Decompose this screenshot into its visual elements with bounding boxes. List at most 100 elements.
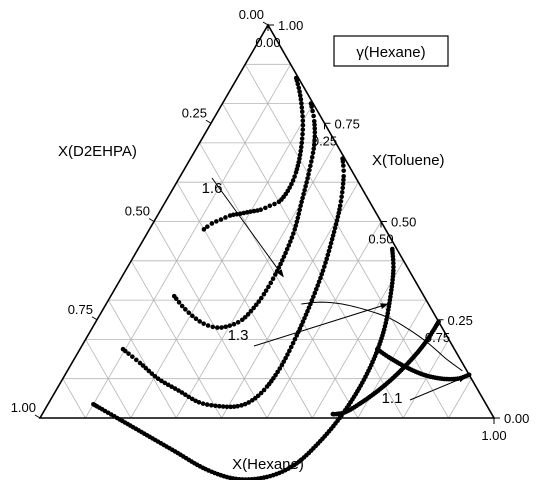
data-point <box>320 268 326 273</box>
series-markers <box>91 75 472 480</box>
data-point <box>339 189 345 195</box>
data-point <box>223 324 228 330</box>
data-point <box>296 159 301 165</box>
data-point <box>255 393 261 399</box>
data-point <box>319 271 325 277</box>
data-point <box>231 321 237 327</box>
data-point <box>297 326 303 331</box>
data-point <box>299 136 305 141</box>
data-point <box>306 305 312 310</box>
data-point <box>312 126 318 131</box>
data-point <box>299 140 305 146</box>
data-point <box>305 308 310 314</box>
data-point <box>288 239 293 244</box>
data-point <box>374 346 380 352</box>
data-point <box>242 401 248 407</box>
data-point <box>239 403 244 408</box>
data-point <box>297 207 303 213</box>
data-point <box>176 388 181 393</box>
data-point <box>330 233 336 238</box>
data-point <box>209 403 214 408</box>
data-point <box>189 396 195 402</box>
data-point <box>306 172 311 177</box>
data-point <box>172 386 178 391</box>
data-point <box>292 337 298 342</box>
data-point <box>312 290 318 296</box>
data-point <box>281 254 287 259</box>
data-point <box>149 371 155 376</box>
data-point <box>268 280 274 286</box>
data-point <box>289 235 295 240</box>
data-point <box>186 310 192 315</box>
grid-lines <box>62 63 472 419</box>
data-point <box>152 373 158 379</box>
data-point <box>341 168 346 173</box>
data-point <box>193 316 199 322</box>
tick-mark-d2ehpa <box>91 316 98 321</box>
annotation-arrow <box>211 177 284 278</box>
data-point <box>204 402 210 407</box>
legend-box: γ(Hexane) <box>333 35 449 67</box>
data-point <box>301 191 306 197</box>
data-point <box>311 294 316 300</box>
data-point <box>173 296 179 302</box>
data-point <box>339 194 344 200</box>
data-point <box>311 146 317 152</box>
data-point <box>155 376 161 382</box>
grid-line <box>85 339 132 419</box>
tick-label-toluene: 1.00 <box>278 18 303 33</box>
data-point <box>299 101 304 106</box>
data-point <box>389 246 395 252</box>
tick-label-d2ehpa: 0.25 <box>182 105 207 120</box>
data-point <box>293 223 299 228</box>
data-point <box>310 150 316 156</box>
data-point <box>298 97 304 102</box>
data-point <box>295 215 301 221</box>
tick-label-hexane: 0.25 <box>312 133 337 148</box>
grid-line <box>85 64 291 419</box>
data-point <box>217 403 222 409</box>
data-point <box>298 144 304 150</box>
data-point <box>183 392 188 398</box>
data-point <box>299 109 305 115</box>
data-point <box>279 258 285 263</box>
data-point <box>235 320 241 325</box>
data-point <box>201 321 206 326</box>
data-point <box>296 211 302 217</box>
data-point <box>205 224 210 229</box>
data-point <box>336 210 342 216</box>
data-point <box>267 203 273 209</box>
tick-label-toluene: 0.75 <box>335 116 360 131</box>
data-point <box>251 208 257 214</box>
data-point <box>303 312 309 318</box>
data-point <box>270 276 276 282</box>
data-point <box>308 301 313 307</box>
data-point <box>297 152 303 158</box>
data-point <box>298 148 304 154</box>
data-point <box>258 207 264 213</box>
data-point <box>300 195 305 201</box>
data-point <box>183 307 188 312</box>
data-point <box>218 217 224 222</box>
tick-label-hexane: 0.00 <box>255 35 280 50</box>
data-point <box>235 403 240 409</box>
tick-label-hexane: 1.00 <box>481 428 506 443</box>
data-point <box>316 279 322 284</box>
axis-title-hexane: X(Hexane) <box>232 456 304 473</box>
data-point <box>231 404 237 409</box>
data-point <box>312 134 318 139</box>
data-point <box>333 221 339 227</box>
data-point <box>190 313 195 319</box>
data-point <box>258 295 264 301</box>
data-point <box>200 401 206 406</box>
data-point <box>331 229 337 235</box>
data-point <box>159 378 164 384</box>
data-point <box>126 351 131 356</box>
data-point <box>133 357 139 363</box>
data-point <box>245 312 251 317</box>
data-point <box>299 199 304 205</box>
data-point <box>337 207 342 212</box>
data-point <box>340 185 346 191</box>
legend-label: γ(Hexane) <box>356 44 425 61</box>
grid-line <box>448 378 472 419</box>
